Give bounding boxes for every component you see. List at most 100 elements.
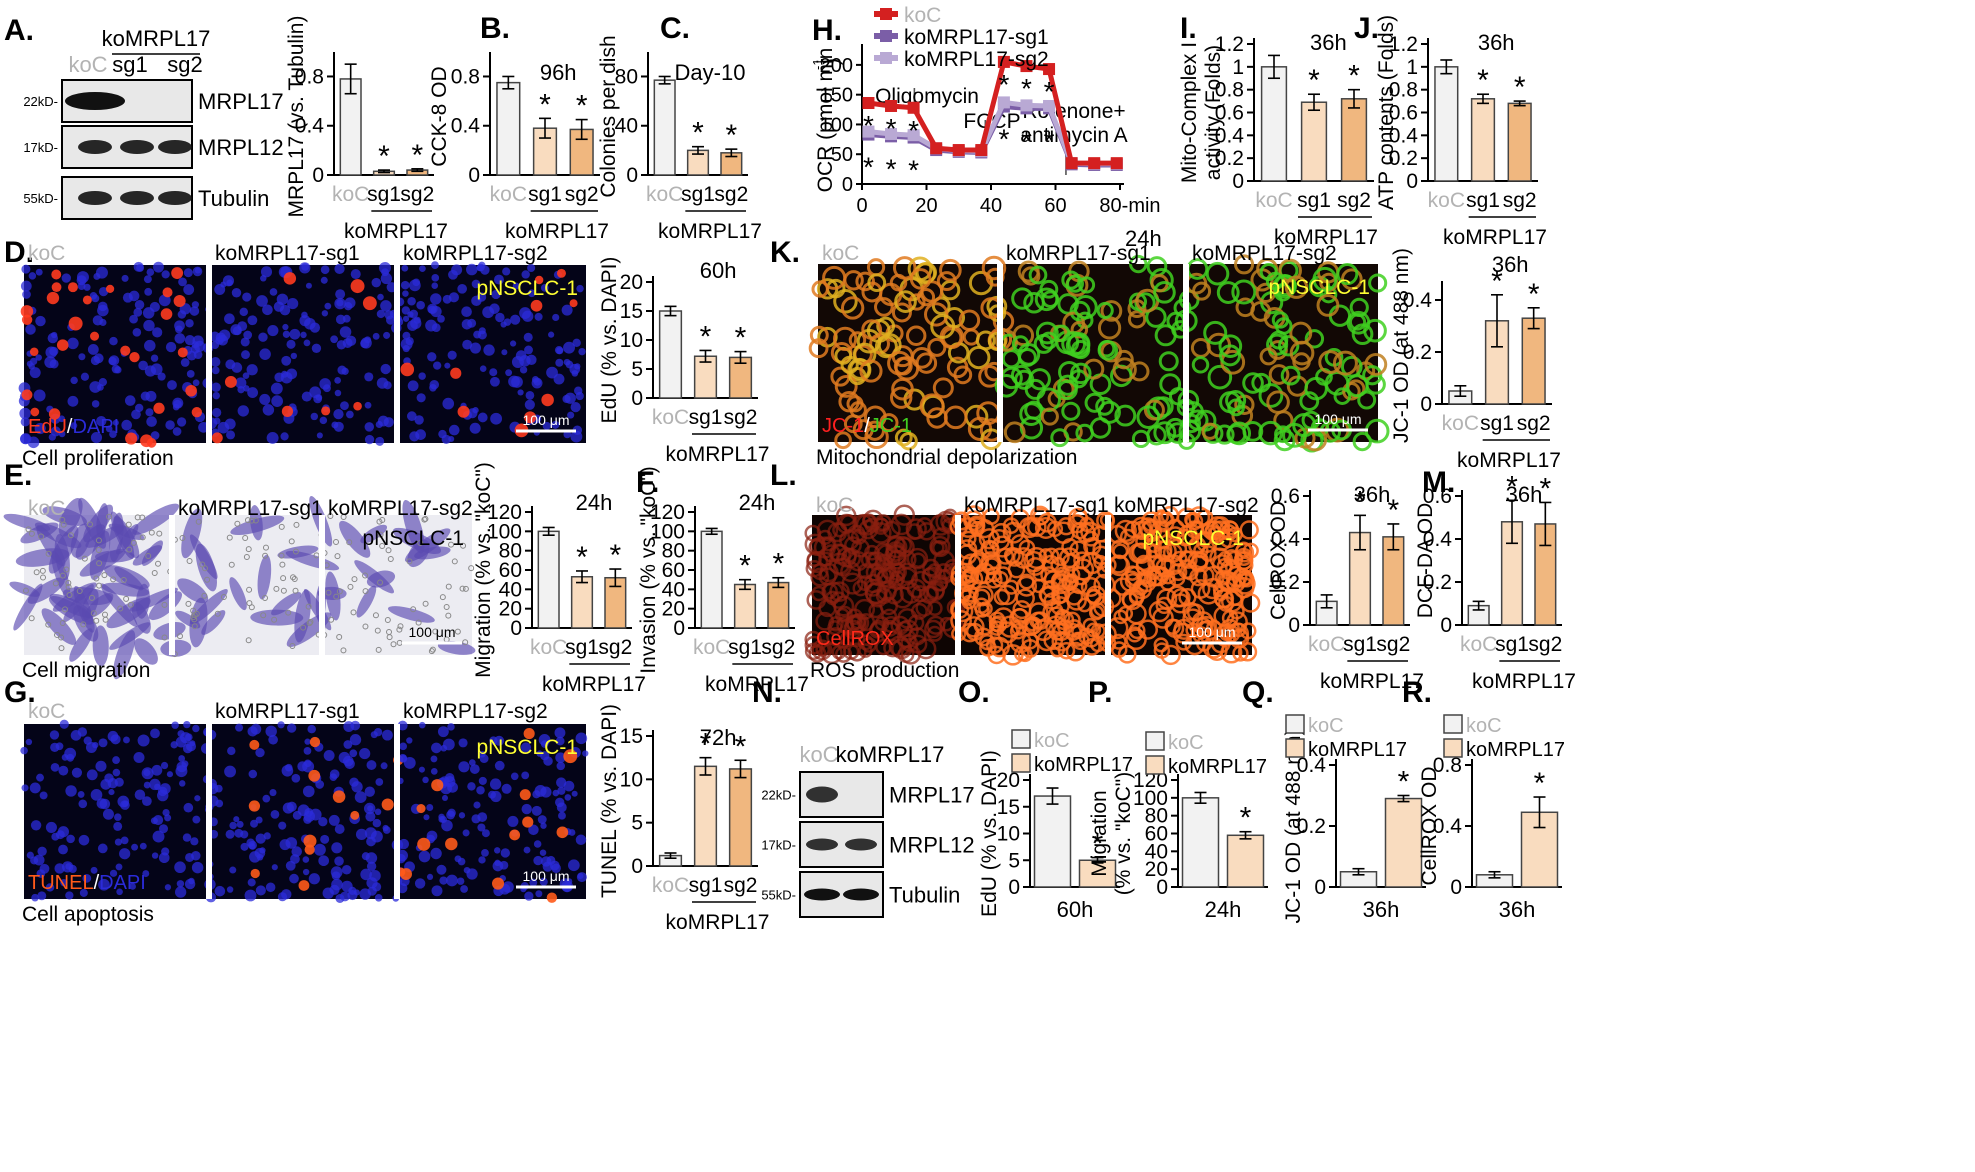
membrane-pore — [161, 601, 168, 608]
membrane-pore — [156, 530, 163, 537]
y-axis-label-superscript: -1 — [810, 58, 825, 70]
nucleus — [236, 820, 244, 828]
cell — [1034, 287, 1059, 312]
cell — [1035, 321, 1059, 345]
y-tick-label: 0.2 — [1389, 147, 1418, 170]
membrane-pore — [220, 593, 227, 600]
cell — [876, 316, 896, 336]
cell — [1219, 344, 1242, 367]
mw-marker: 17kD- — [761, 838, 796, 853]
cell — [958, 309, 981, 331]
blot-membrane — [61, 79, 193, 123]
nucleus — [367, 805, 374, 812]
x-tick-label: sg1 — [565, 636, 599, 659]
bar-J-koC — [1434, 66, 1459, 182]
cell — [1063, 611, 1081, 629]
cell — [1088, 605, 1105, 621]
migrated-cell — [404, 528, 451, 563]
stain-separator: / — [864, 415, 870, 437]
cell — [974, 602, 990, 618]
nucleus — [255, 885, 266, 896]
cell — [1226, 424, 1247, 445]
cell — [1268, 364, 1290, 385]
nucleus — [35, 315, 46, 327]
nucleus — [525, 391, 535, 400]
bar-P-koC — [1181, 797, 1220, 888]
membrane-pore — [336, 588, 343, 595]
nucleus — [438, 813, 445, 821]
nucleus — [400, 338, 413, 351]
cell — [931, 296, 951, 316]
nucleus — [315, 780, 325, 789]
membrane-pore — [374, 627, 381, 634]
migrated-cell — [113, 630, 136, 680]
cell — [890, 386, 913, 409]
nucleus — [192, 724, 200, 733]
cell — [1368, 273, 1388, 293]
y-tick-label: 0 — [1420, 393, 1432, 416]
y-tick-label: 0 — [1232, 170, 1244, 193]
membrane-pore — [328, 616, 335, 623]
cell — [1164, 618, 1181, 635]
nucleus — [564, 794, 572, 801]
nucleus — [144, 365, 157, 377]
y-tick-label: 0.4 — [1423, 528, 1453, 551]
cell — [1112, 543, 1129, 560]
nucleus — [377, 415, 389, 427]
cell — [1154, 324, 1177, 347]
nucleus — [171, 721, 179, 729]
membrane-pore — [459, 585, 466, 592]
significance-star: * — [378, 140, 390, 173]
group-label: koMRPL17 — [666, 911, 770, 934]
cell — [875, 587, 893, 605]
cell — [975, 519, 995, 539]
y-tick-label: 0 — [1288, 614, 1300, 637]
cell — [1075, 522, 1096, 543]
positive-nucleus — [283, 272, 297, 285]
nucleus — [97, 304, 109, 317]
group-label: koMRPL17 — [1443, 226, 1547, 249]
nucleus — [437, 726, 449, 738]
nucleus — [447, 723, 455, 731]
nucleus — [303, 810, 316, 822]
membrane-pore — [139, 534, 146, 541]
migrated-cell — [229, 577, 247, 611]
bar-F-sg2 — [767, 581, 790, 629]
nucleus — [502, 267, 511, 276]
nucleus — [255, 747, 265, 758]
nucleus — [183, 284, 195, 295]
membrane-pore — [379, 542, 386, 549]
membrane-pore — [106, 513, 113, 520]
nucleus — [570, 430, 583, 443]
membrane-pore — [65, 579, 72, 586]
membrane-pore — [273, 585, 280, 592]
nucleus — [133, 307, 143, 317]
nucleus — [280, 371, 293, 384]
cell — [914, 262, 937, 285]
migrated-cell — [366, 570, 396, 588]
membrane-pore — [96, 560, 103, 567]
x-tick-label: sg1 — [689, 874, 723, 897]
condition-label: koC — [28, 700, 65, 723]
nucleus — [318, 817, 328, 827]
bar-J-sg1 — [1470, 98, 1496, 182]
positive-nucleus — [48, 408, 61, 420]
nucleus — [308, 873, 320, 885]
nucleus — [489, 368, 498, 377]
cell — [1191, 356, 1210, 374]
migrated-cell — [92, 625, 109, 667]
nucleus — [490, 790, 502, 803]
cell — [1061, 331, 1087, 357]
nucleus — [574, 363, 581, 370]
nucleus — [533, 840, 542, 848]
nucleus — [557, 786, 566, 795]
nucleus — [423, 814, 430, 821]
panel-caption: ROS production — [810, 659, 959, 682]
nucleus — [226, 430, 236, 440]
cell — [832, 326, 858, 352]
nucleus — [114, 838, 122, 846]
cell — [894, 290, 917, 313]
cell — [1071, 566, 1091, 586]
migrated-cell — [160, 639, 192, 657]
